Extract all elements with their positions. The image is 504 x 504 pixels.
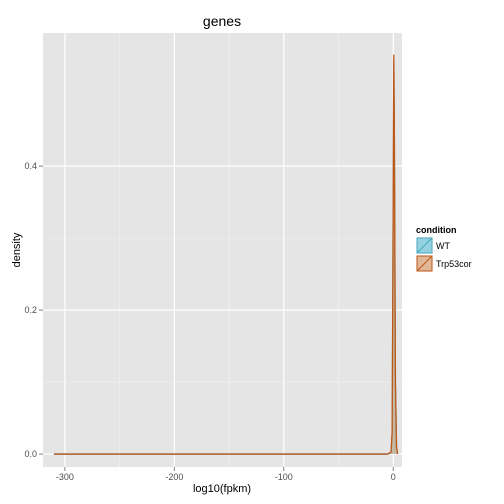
chart-title: genes xyxy=(203,13,241,29)
y-tick-label: 0.0 xyxy=(24,449,37,459)
x-tick-label: 0 xyxy=(391,472,396,482)
density-areas xyxy=(53,54,399,455)
legend-label: Trp53cor xyxy=(436,259,472,269)
legend-key-slash xyxy=(416,237,433,254)
legend: condition WT Trp53cor xyxy=(415,225,472,273)
y-tick-label: 0.2 xyxy=(24,305,37,315)
y-axis-ticks: 0.0 0.2 0.4 xyxy=(24,161,43,459)
legend-title: condition xyxy=(416,225,457,235)
legend-key-slash xyxy=(416,255,433,272)
density-line-trp53cor xyxy=(53,54,399,455)
x-tick-label: -100 xyxy=(275,472,293,482)
legend-label: WT xyxy=(436,241,450,251)
y-tick-label: 0.4 xyxy=(24,161,37,171)
plot-panel xyxy=(43,33,402,467)
y-axis-title: density xyxy=(11,232,23,267)
x-axis-title: log10(fpkm) xyxy=(193,483,251,495)
x-tick-label: -200 xyxy=(165,472,183,482)
x-tick-label: -300 xyxy=(56,472,74,482)
x-axis-ticks: -300 -200 -100 0 xyxy=(56,467,396,482)
